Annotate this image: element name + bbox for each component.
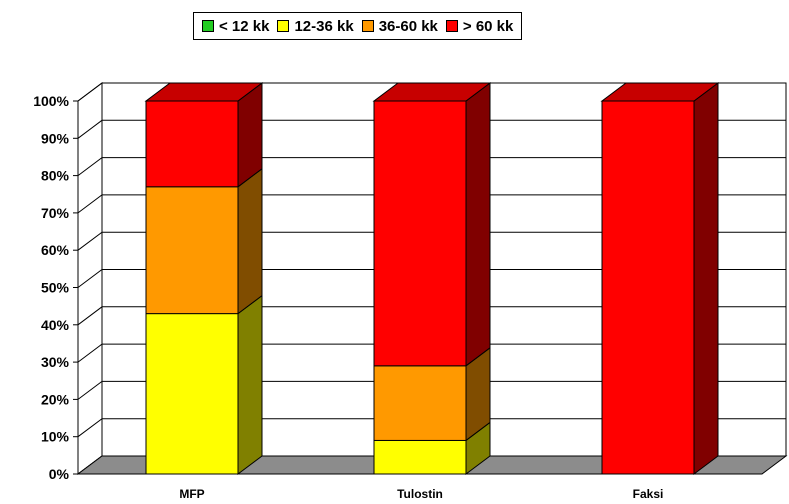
y-tick-label: 10% [41, 429, 70, 445]
legend-item-12-36: 12-36 kk [277, 17, 354, 35]
legend-swatch-lt12 [202, 20, 214, 32]
bar-segment-side [465, 82, 491, 367]
legend-swatch-12-36 [277, 20, 290, 32]
legend-label-gt60: > 60 kk [462, 17, 514, 35]
y-tick-label: 50% [41, 280, 70, 296]
y-tick-label: 0% [49, 466, 70, 482]
legend-swatch-gt60 [445, 20, 458, 32]
bar-segment-front [373, 365, 467, 441]
gridline [77, 418, 786, 438]
x-category-label: Faksi [633, 487, 664, 501]
gridline [77, 119, 786, 139]
bar-segment-top [600, 82, 720, 102]
gridline [77, 231, 786, 251]
y-tick-label: 100% [33, 93, 69, 109]
bar-segment-front [145, 313, 239, 475]
x-category-label: MFP [179, 487, 204, 501]
legend-label-lt12: < 12 kk [219, 17, 270, 35]
gridline [77, 343, 786, 363]
bar-segment-top [144, 82, 264, 102]
bar-segment-side [237, 167, 263, 315]
bar-segment-front [373, 439, 467, 475]
y-tick-label: 30% [41, 354, 70, 370]
legend-item-gt60: > 60 kk [445, 17, 514, 35]
gridline [77, 380, 786, 400]
x-category-label: Tulostin [397, 487, 443, 501]
y-tick-label: 70% [41, 205, 70, 221]
legend-label-36-60: 36-60 kk [378, 17, 438, 35]
legend-item-36-60: 36-60 kk [361, 17, 438, 35]
gridline [77, 194, 786, 214]
y-tick-label: 20% [41, 391, 70, 407]
y-tick-label: 60% [41, 242, 70, 258]
legend-swatch-36-60 [361, 20, 374, 32]
chart-legend: < 12 kk 12-36 kk 36-60 kk > 60 kk [193, 12, 523, 40]
gridline [77, 157, 786, 177]
bar-segment-side [693, 82, 719, 475]
bar-segment-front [373, 100, 467, 367]
bar-segment-front [145, 186, 239, 315]
bar-segment-front [601, 100, 695, 475]
bar-segment-front [145, 100, 239, 188]
y-tick-label: 40% [41, 317, 70, 333]
gridline [77, 306, 786, 326]
legend-item-lt12: < 12 kk [202, 18, 269, 35]
y-tick-label: 90% [41, 130, 70, 146]
gridline [77, 269, 786, 288]
bar-segment-top [372, 82, 492, 102]
bar-segment-side [237, 294, 263, 475]
gridline [77, 82, 786, 102]
y-tick-label: 80% [41, 168, 70, 184]
legend-label-12-36: 12-36 kk [294, 17, 354, 35]
